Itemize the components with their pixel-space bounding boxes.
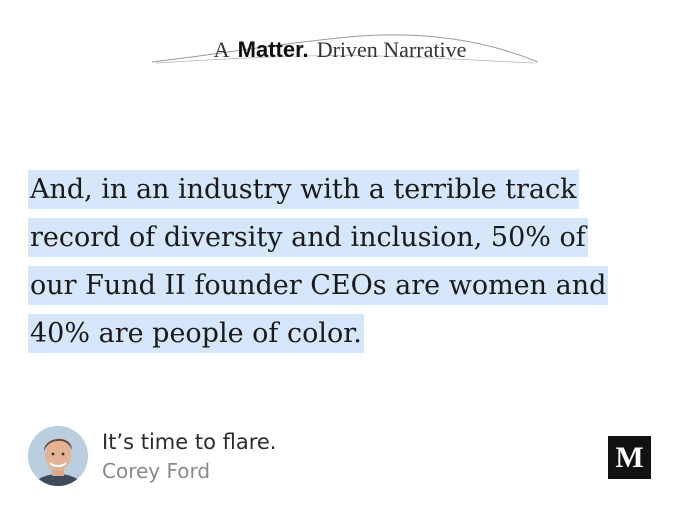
- brand-header: A Matter. Driven Narrative: [0, 28, 680, 72]
- quote-line: our Fund II founder CEOs are women and: [28, 266, 609, 305]
- brand-title: A Matter. Driven Narrative: [0, 37, 680, 63]
- author-block[interactable]: It’s time to flare. Corey Ford: [28, 426, 428, 486]
- brand-suffix: Driven Narrative: [316, 37, 467, 62]
- brand-matter-wordmark[interactable]: Matter.: [237, 37, 309, 62]
- quote-line: record of diversity and inclusion, 50% o…: [28, 218, 588, 257]
- quote-line-wrapper: our Fund II founder CEOs are women and: [28, 262, 658, 310]
- highlighted-quote: And, in an industry with a terrible trac…: [28, 166, 658, 358]
- quote-line-wrapper: And, in an industry with a terrible trac…: [28, 166, 658, 214]
- author-name[interactable]: Corey Ford: [102, 459, 211, 483]
- avatar[interactable]: [28, 426, 88, 486]
- post-title[interactable]: It’s time to flare.: [102, 430, 277, 454]
- brand-swoosh-graphic: [151, 34, 539, 64]
- avatar-photo: [28, 426, 88, 486]
- quote-line: And, in an industry with a terrible trac…: [28, 170, 579, 209]
- quote-line-wrapper: record of diversity and inclusion, 50% o…: [28, 214, 658, 262]
- quote-line-wrapper: 40% are people of color.: [28, 310, 658, 358]
- brand-prefix: A: [213, 37, 230, 62]
- quote-line: 40% are people of color.: [28, 314, 364, 353]
- medium-logo-icon[interactable]: M: [608, 436, 651, 479]
